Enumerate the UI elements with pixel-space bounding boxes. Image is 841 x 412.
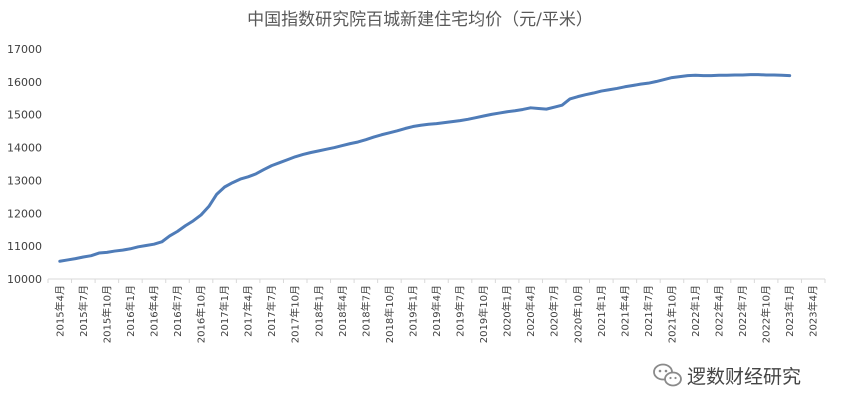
x-tick-label: 2016年10月 xyxy=(195,285,208,343)
series-line xyxy=(58,73,792,263)
x-tick-label: 2022年10月 xyxy=(760,285,773,343)
x-tick-label: 2017年10月 xyxy=(289,285,302,343)
x-tick-label: 2018年4月 xyxy=(336,285,349,337)
y-tick-label: 10000 xyxy=(7,273,42,286)
chart-title: 中国指数研究院百城新建住宅均价（元/平米） xyxy=(247,10,593,30)
y-tick-label: 17000 xyxy=(7,43,42,56)
x-tick-label: 2020年7月 xyxy=(548,285,561,337)
wechat-icon xyxy=(653,363,682,387)
x-tick-label: 2021年4月 xyxy=(618,285,631,337)
watermark: 逻数财经研究 xyxy=(653,363,801,388)
x-tick-label: 2019年7月 xyxy=(454,285,467,337)
x-tick-label: 2019年1月 xyxy=(406,285,419,337)
y-tick-label: 11000 xyxy=(7,240,42,253)
x-tick-label: 2017年7月 xyxy=(265,285,278,337)
x-tick-label: 2016年7月 xyxy=(171,285,184,337)
series-group xyxy=(58,73,792,263)
y-axis: 10000 11000 12000 13000 14000 15000 16000 17000 xyxy=(7,43,42,286)
x-tick-label: 2015年7月 xyxy=(77,285,90,337)
x-tick-label: 2021年10月 xyxy=(665,285,678,343)
y-tick-label: 14000 xyxy=(7,142,42,155)
x-tick-label: 2022年7月 xyxy=(736,285,749,337)
y-tick-label: 15000 xyxy=(7,109,42,122)
x-tick-label: 2019年10月 xyxy=(477,285,490,343)
y-tick-label: 12000 xyxy=(7,207,42,220)
x-tick-label: 2020年1月 xyxy=(501,285,514,337)
x-tick-label: 2015年10月 xyxy=(100,285,113,343)
x-tick-label: 2015年4月 xyxy=(53,285,66,337)
x-tick-label: 2023年1月 xyxy=(783,285,796,337)
x-tick-label: 2023年4月 xyxy=(807,285,820,337)
x-tick-label: 2022年4月 xyxy=(713,285,726,337)
x-tick-label: 2018年10月 xyxy=(383,285,396,343)
x-tick-label: 2020年10月 xyxy=(571,285,584,343)
x-tick-label: 2021年1月 xyxy=(595,285,608,337)
x-tick-label: 2022年1月 xyxy=(689,285,702,337)
x-tick-label: 2017年1月 xyxy=(218,285,231,337)
x-tick-label: 2021年7月 xyxy=(642,285,655,337)
x-tick-label: 2020年4月 xyxy=(524,285,537,337)
x-axis: 2015年4月 2015年7月 2015年10月 2016年1月 2016年4月 2016… xyxy=(47,279,826,343)
y-tick-label: 13000 xyxy=(7,174,42,187)
x-tick-label: 2016年1月 xyxy=(124,285,137,337)
x-tick-label: 2018年1月 xyxy=(312,285,325,337)
x-tick-label: 2018年7月 xyxy=(359,285,372,337)
x-tick-label: 2016年4月 xyxy=(147,285,160,337)
watermark-text: 逻数财经研究 xyxy=(687,366,801,388)
y-tick-label: 16000 xyxy=(7,76,42,89)
x-tick-label: 2017年4月 xyxy=(242,285,255,337)
x-tick-label: 2019年4月 xyxy=(430,285,443,337)
